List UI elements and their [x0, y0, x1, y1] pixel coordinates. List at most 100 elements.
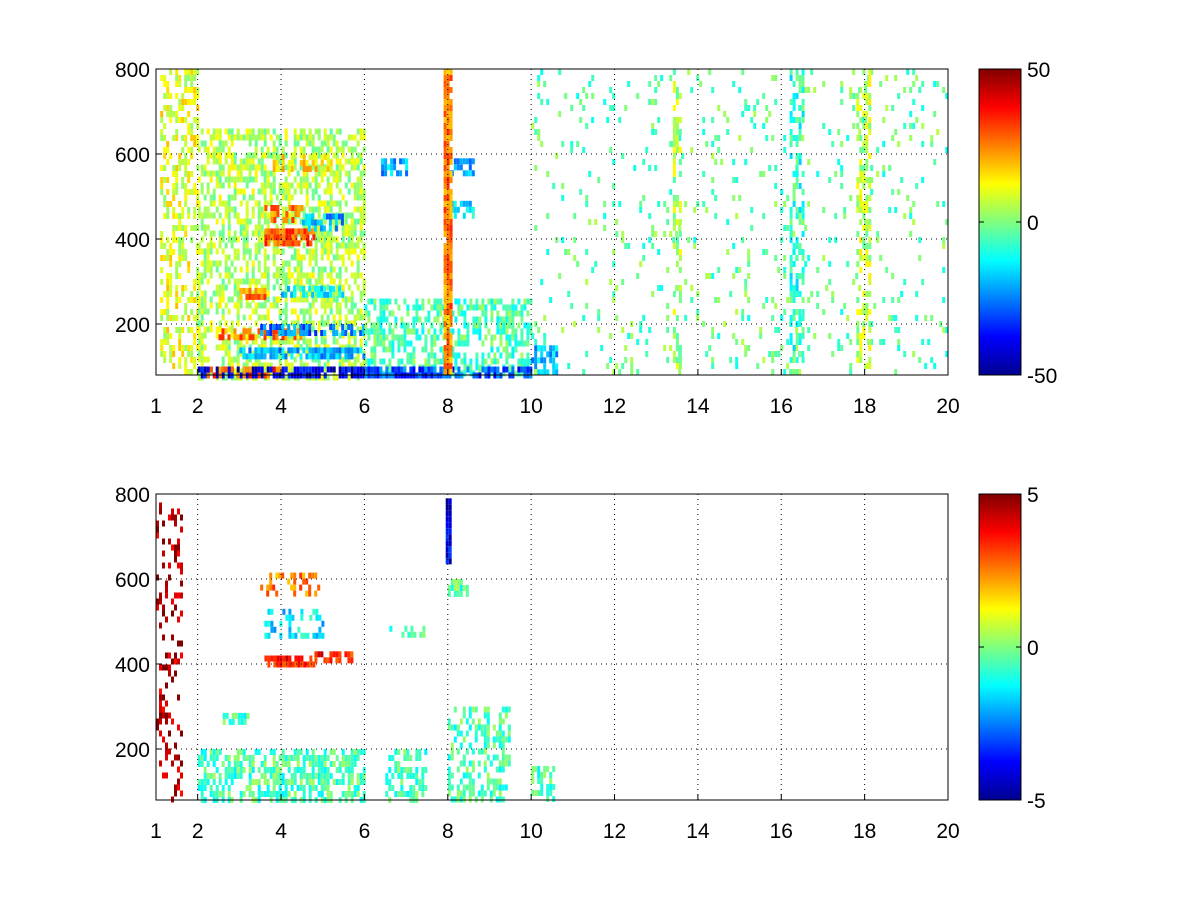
heatmap-cell — [267, 234, 271, 241]
heatmap-cell — [200, 362, 204, 369]
heatmap-cell — [390, 170, 394, 177]
heatmap-cell — [335, 651, 339, 658]
heatmap-cell — [174, 742, 177, 749]
heatmap-cell — [177, 754, 180, 761]
heatmap-cell — [388, 322, 392, 329]
heatmap-cell — [807, 201, 811, 207]
heatmap-cell — [675, 87, 679, 93]
heatmap-cell — [462, 706, 466, 713]
heatmap-cell — [166, 315, 170, 321]
heatmap-cell — [206, 326, 210, 333]
heatmap-cell — [230, 326, 234, 333]
heatmap-cell — [282, 217, 286, 223]
heatmap-cell — [915, 315, 919, 321]
heatmap-cell — [894, 207, 898, 213]
heatmap-cell — [245, 206, 249, 213]
heatmap-cell — [263, 347, 267, 354]
heatmap-cell — [260, 362, 264, 369]
heatmap-cell — [921, 339, 925, 345]
heatmap-cell — [859, 147, 863, 153]
heatmap-cell — [314, 356, 318, 363]
heatmap-cell — [865, 303, 869, 309]
heatmap-cell — [344, 347, 348, 354]
heatmap-cell — [930, 141, 934, 147]
heatmap-cell — [517, 358, 521, 365]
heatmap-cell — [315, 632, 319, 639]
heatmap-cell — [311, 755, 315, 761]
heatmap-cell — [511, 298, 515, 305]
heatmap-cell — [534, 351, 538, 358]
heatmap-cell — [421, 346, 425, 353]
heatmap-cell — [353, 206, 357, 213]
heatmap-cell — [549, 772, 553, 778]
heatmap-cell — [278, 779, 282, 785]
heatmap-cell — [224, 152, 228, 159]
heatmap-cell — [448, 522, 452, 529]
heatmap-cell — [531, 790, 535, 796]
heatmap-cell — [450, 772, 454, 779]
heatmap-cell — [449, 135, 453, 141]
heatmap-cell — [367, 298, 371, 305]
heatmap-cell — [859, 177, 863, 183]
heatmap-cell — [233, 164, 237, 171]
heatmap-cell — [284, 366, 288, 373]
heatmap-cell — [714, 135, 718, 141]
heatmap-cell — [245, 260, 249, 267]
heatmap-cell — [449, 315, 453, 321]
heatmap-cell — [445, 504, 449, 511]
heatmap-cell — [418, 749, 422, 755]
heatmap-cell — [293, 278, 297, 285]
heatmap-cell — [469, 298, 473, 305]
heatmap-cell — [514, 310, 518, 317]
heatmap-cell — [862, 291, 866, 297]
heatmap-cell — [290, 347, 294, 354]
heatmap-cell — [190, 129, 194, 135]
heatmap-cell — [160, 117, 164, 123]
heatmap-cell — [329, 272, 333, 279]
heatmap-cell — [215, 755, 219, 761]
heatmap-cell — [493, 298, 497, 305]
heatmap-cell — [266, 278, 270, 285]
heatmap-cell — [468, 706, 472, 713]
heatmap-cell — [744, 159, 748, 165]
heatmap-cell — [868, 339, 872, 345]
heatmap-cell — [382, 304, 386, 311]
heatmap-cell — [200, 236, 204, 243]
heatmap-cell — [338, 657, 342, 664]
heatmap-cell — [353, 338, 357, 345]
heatmap-cell — [657, 285, 661, 291]
heatmap-cell — [293, 308, 297, 315]
heatmap-cell — [284, 362, 288, 369]
heatmap-cell — [296, 182, 300, 189]
heatmap-cell — [505, 328, 509, 335]
heatmap-cell — [798, 369, 802, 375]
heatmap-cell — [230, 767, 234, 773]
heatmap-cell — [403, 334, 407, 341]
heatmap-cell — [218, 140, 222, 147]
heatmap-cell — [308, 140, 312, 147]
heatmap-cell — [347, 785, 351, 791]
heatmap-cell — [200, 332, 204, 339]
heatmap-cell — [311, 266, 315, 273]
heatmap-cell — [534, 117, 538, 123]
heatmap-cell — [296, 170, 300, 177]
heatmap-cell — [449, 369, 453, 375]
heatmap-cell — [263, 140, 267, 147]
heatmap-cell — [190, 123, 194, 129]
heatmap-cell — [200, 356, 204, 363]
heatmap-cell — [308, 302, 312, 309]
heatmap-cell — [359, 773, 363, 779]
heatmap-cell — [230, 366, 234, 373]
heatmap-cell — [783, 267, 787, 273]
heatmap-cell — [175, 135, 179, 141]
heatmap-cell — [465, 748, 469, 755]
heatmap-cell — [828, 237, 832, 243]
heatmap-cell — [394, 366, 398, 373]
heatmap-cell — [311, 356, 315, 363]
heatmap-cell — [446, 99, 450, 105]
heatmap-cell — [206, 278, 210, 285]
heatmap-cell — [415, 767, 419, 773]
heatmap-cell — [795, 213, 799, 219]
heatmap-cell — [178, 339, 182, 345]
heatmap-cell — [206, 761, 210, 767]
